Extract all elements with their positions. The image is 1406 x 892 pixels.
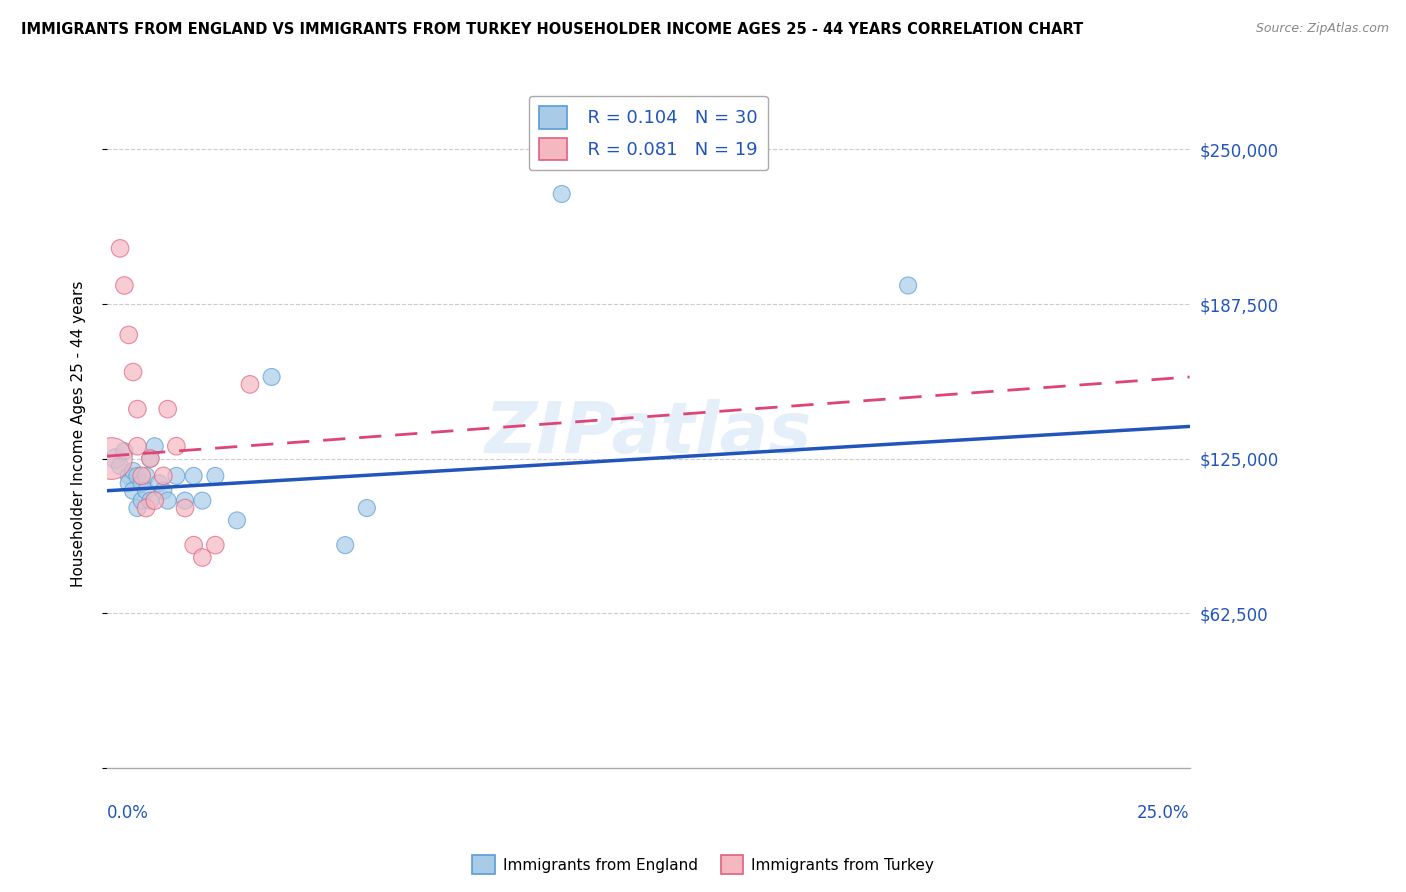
Point	[356, 501, 378, 516]
Point	[260, 370, 283, 384]
Point	[112, 444, 135, 458]
Point	[100, 451, 122, 466]
Point	[131, 476, 153, 491]
Point	[165, 439, 187, 453]
Point	[204, 469, 226, 483]
Point	[108, 241, 131, 255]
Point	[135, 483, 157, 498]
Point	[127, 469, 149, 483]
Point	[127, 501, 149, 516]
Point	[156, 493, 179, 508]
Y-axis label: Householder Income Ages 25 - 44 years: Householder Income Ages 25 - 44 years	[72, 281, 86, 587]
Point	[174, 493, 197, 508]
Point	[139, 493, 162, 508]
Point	[122, 483, 145, 498]
Point	[108, 458, 131, 473]
Text: Source: ZipAtlas.com: Source: ZipAtlas.com	[1256, 22, 1389, 36]
Point	[122, 365, 145, 379]
Point	[226, 513, 249, 527]
Point	[165, 469, 187, 483]
Text: 25.0%: 25.0%	[1137, 805, 1189, 822]
Point	[156, 402, 179, 417]
Point	[118, 469, 141, 483]
Point	[239, 377, 262, 392]
Legend: Immigrants from England, Immigrants from Turkey: Immigrants from England, Immigrants from…	[465, 849, 941, 880]
Point	[139, 451, 162, 466]
Point	[183, 469, 205, 483]
Point	[122, 464, 145, 478]
Legend:   R = 0.104   N = 30,   R = 0.081   N = 19: R = 0.104 N = 30, R = 0.081 N = 19	[529, 95, 768, 170]
Point	[139, 451, 162, 466]
Point	[112, 278, 135, 293]
Point	[118, 327, 141, 342]
Point	[897, 278, 920, 293]
Text: 0.0%: 0.0%	[107, 805, 149, 822]
Point	[135, 501, 157, 516]
Point	[204, 538, 226, 552]
Point	[191, 550, 214, 565]
Point	[551, 186, 574, 201]
Text: IMMIGRANTS FROM ENGLAND VS IMMIGRANTS FROM TURKEY HOUSEHOLDER INCOME AGES 25 - 4: IMMIGRANTS FROM ENGLAND VS IMMIGRANTS FR…	[21, 22, 1084, 37]
Point	[148, 476, 170, 491]
Point	[118, 476, 141, 491]
Point	[131, 493, 153, 508]
Point	[335, 538, 357, 552]
Point	[152, 483, 174, 498]
Point	[135, 469, 157, 483]
Point	[143, 493, 166, 508]
Point	[174, 501, 197, 516]
Point	[127, 402, 149, 417]
Point	[104, 451, 127, 466]
Point	[152, 469, 174, 483]
Point	[143, 439, 166, 453]
Text: ZIPatlas: ZIPatlas	[485, 400, 813, 468]
Point	[191, 493, 214, 508]
Point	[183, 538, 205, 552]
Point	[131, 469, 153, 483]
Point	[127, 439, 149, 453]
